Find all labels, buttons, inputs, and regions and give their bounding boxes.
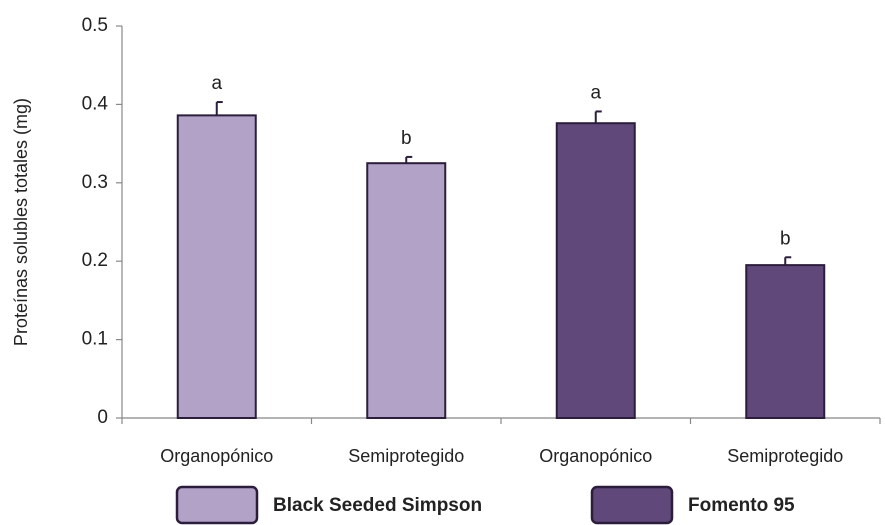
x-tick-label: Organopónico	[539, 446, 652, 466]
legend-swatch	[175, 485, 259, 525]
legend-label: Black Seeded Simpson	[273, 495, 482, 516]
y-tick-label: 0.4	[82, 93, 109, 114]
bar	[366, 162, 447, 419]
y-tick-label: 0.5	[82, 15, 108, 36]
bar	[555, 122, 636, 419]
legend-swatch	[590, 485, 674, 525]
legend-label: Fomento 95	[688, 495, 795, 516]
bar	[176, 114, 257, 419]
y-tick-label: 0	[97, 407, 108, 428]
y-tick-label: 0.2	[82, 250, 108, 271]
y-axis-label: Proteínas solubles totales (mg)	[11, 98, 31, 346]
annotation: a	[590, 82, 601, 103]
x-tick-label: Semiprotegido	[348, 446, 464, 466]
annotation: b	[780, 228, 791, 249]
x-tick-label: Semiprotegido	[727, 446, 843, 466]
annotation: a	[211, 73, 222, 94]
y-tick-label: 0.3	[82, 172, 108, 193]
annotation: b	[401, 128, 412, 149]
bar	[745, 264, 826, 419]
x-tick-label: Organopónico	[160, 446, 273, 466]
y-tick-label: 0.1	[82, 329, 108, 350]
